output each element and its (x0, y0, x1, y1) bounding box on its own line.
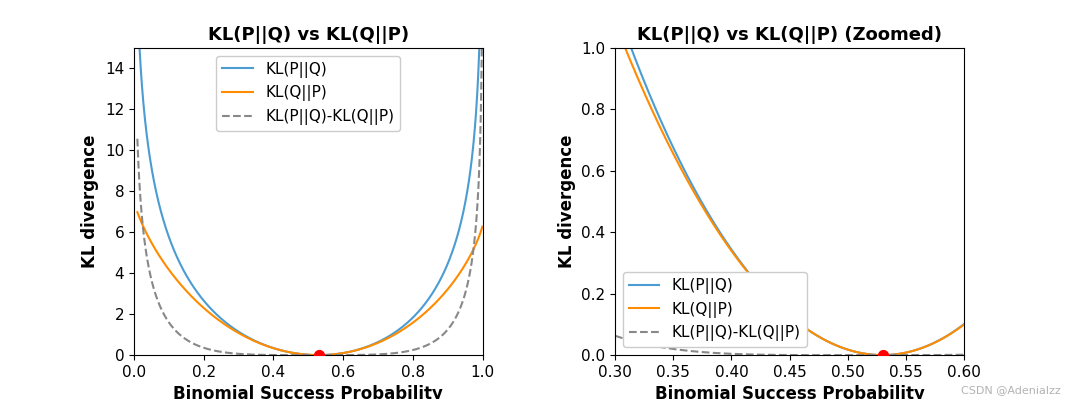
KL(P||Q)-KL(Q||P) (297, 353, 310, 358)
KL(P||Q)-KL(Q||P) (608, 334, 621, 338)
KL(P||Q) (649, 105, 662, 110)
KL(P||Q)-KL(Q||P) (824, 353, 836, 358)
KL(P||Q) (742, 271, 755, 275)
KL(P||Q)-KL(Q||P) (476, 45, 488, 50)
KL(P||Q) (191, 290, 203, 294)
KL(P||Q)-KL(Q||P) (669, 347, 682, 352)
KL(Q||P) (876, 353, 889, 358)
KL(P||Q)-KL(Q||P) (951, 352, 964, 357)
KL(P||Q)-KL(Q||P) (432, 336, 444, 341)
Y-axis label: KL divergence: KL divergence (81, 135, 100, 268)
Text: CSDN @Adenialzz: CSDN @Adenialzz (961, 385, 1060, 395)
X-axis label: Binomial Success Probability: Binomial Success Probability (654, 385, 924, 399)
KL(Q||P) (914, 346, 926, 351)
KL(Q||P) (476, 224, 488, 229)
KL(P||Q)-KL(Q||P) (742, 352, 755, 357)
KL(P||Q) (170, 254, 183, 259)
Line: KL(P||Q): KL(P||Q) (137, 48, 482, 355)
KL(P||Q) (313, 353, 326, 358)
KL(P||Q)-KL(Q||P) (757, 352, 770, 357)
KL(Q||P) (649, 114, 662, 119)
Line: KL(P||Q)-KL(Q||P): KL(P||Q)-KL(Q||P) (615, 336, 964, 355)
KL(P||Q) (469, 116, 482, 121)
KL(P||Q)-KL(Q||P) (649, 344, 662, 348)
Y-axis label: KL divergence: KL divergence (558, 135, 575, 268)
KL(P||Q) (951, 327, 964, 332)
KL(P||Q) (914, 346, 926, 351)
KL(P||Q) (608, 1, 621, 6)
KL(P||Q)-KL(Q||P) (263, 353, 276, 358)
KL(P||Q)-KL(Q||P) (469, 227, 482, 231)
Legend: KL(P||Q), KL(Q||P), KL(P||Q)-KL(Q||P): KL(P||Q), KL(Q||P), KL(P||Q)-KL(Q||P) (623, 272, 806, 348)
KL(P||Q)-KL(Q||P) (957, 352, 970, 357)
KL(Q||P) (757, 289, 770, 294)
KL(Q||P) (742, 271, 755, 276)
KL(Q||P) (608, 21, 621, 26)
X-axis label: Binomial Success Probability: Binomial Success Probability (174, 385, 443, 399)
KL(Q||P) (191, 300, 203, 304)
KL(P||Q) (957, 322, 970, 327)
KL(Q||P) (669, 156, 682, 161)
KL(Q||P) (131, 210, 144, 215)
KL(Q||P) (469, 242, 482, 247)
KL(P||Q) (876, 353, 889, 358)
KL(P||Q)-KL(Q||P) (476, 45, 488, 50)
KL(Q||P) (313, 353, 326, 358)
KL(Q||P) (278, 349, 291, 354)
KL(P||Q)-KL(Q||P) (131, 136, 144, 141)
KL(P||Q) (263, 344, 276, 349)
Line: KL(P||Q)-KL(Q||P): KL(P||Q)-KL(Q||P) (137, 48, 482, 355)
KL(P||Q) (757, 288, 770, 293)
KL(P||Q) (278, 349, 291, 354)
Point (874, 352, 891, 358)
KL(P||Q)-KL(Q||P) (278, 353, 291, 358)
KL(P||Q)-KL(Q||P) (191, 343, 203, 348)
Point (311, 352, 328, 358)
KL(P||Q) (669, 150, 682, 155)
KL(Q||P) (170, 277, 183, 282)
KL(P||Q)-KL(Q||P) (170, 329, 183, 334)
KL(P||Q)-KL(Q||P) (914, 353, 926, 358)
Line: KL(Q||P): KL(Q||P) (615, 23, 964, 355)
Title: KL(P||Q) vs KL(Q||P): KL(P||Q) vs KL(Q||P) (208, 26, 409, 43)
KL(Q||P) (263, 345, 276, 350)
KL(Q||P) (951, 327, 964, 332)
Title: KL(P||Q) vs KL(Q||P) (Zoomed): KL(P||Q) vs KL(Q||P) (Zoomed) (637, 26, 942, 43)
Line: KL(P||Q): KL(P||Q) (615, 4, 964, 355)
KL(P||Q) (476, 45, 488, 50)
KL(P||Q) (432, 281, 444, 286)
Line: KL(Q||P): KL(Q||P) (137, 212, 482, 355)
KL(Q||P) (957, 322, 970, 327)
KL(P||Q) (131, 45, 144, 50)
Legend: KL(P||Q), KL(Q||P), KL(P||Q)-KL(Q||P): KL(P||Q), KL(Q||P), KL(P||Q)-KL(Q||P) (216, 55, 401, 131)
KL(Q||P) (432, 297, 444, 302)
